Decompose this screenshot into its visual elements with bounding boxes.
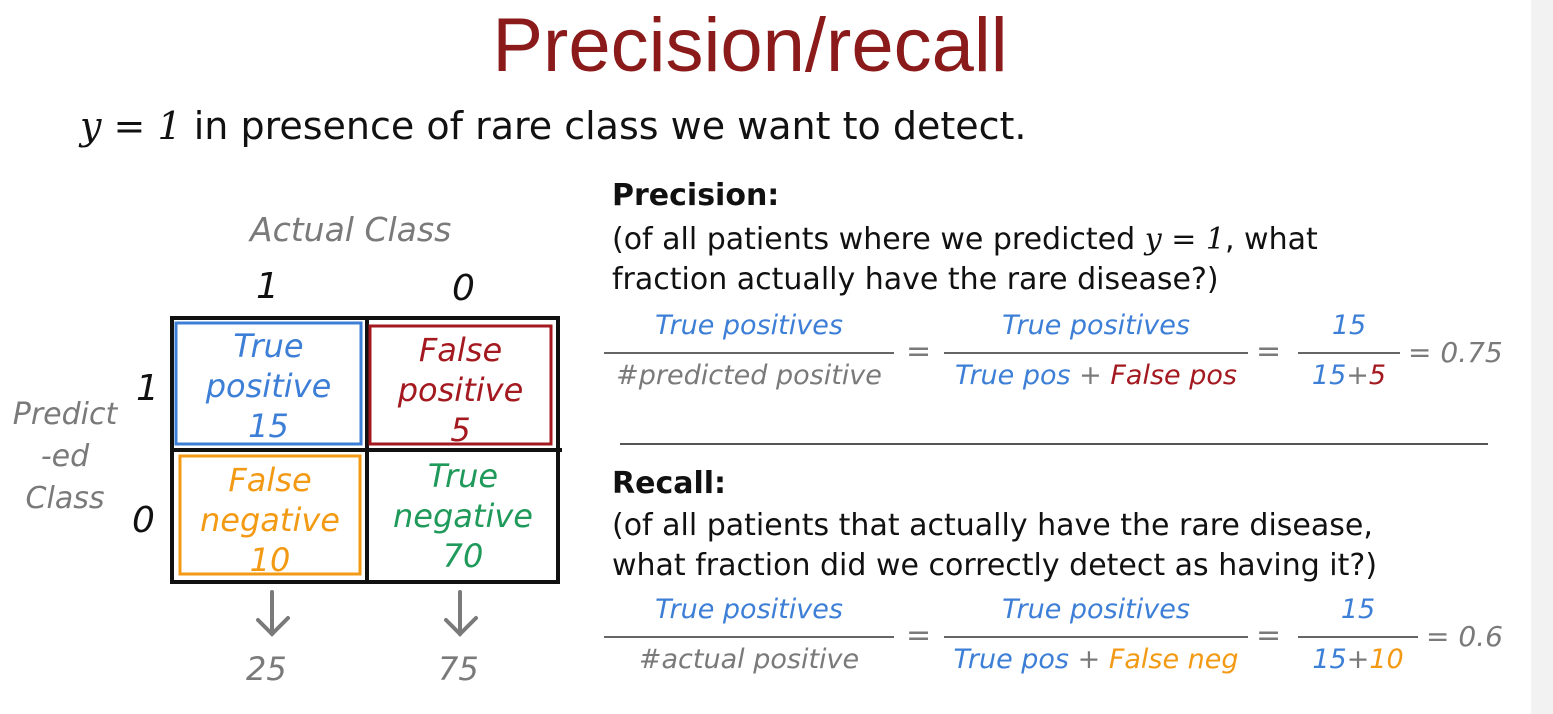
fn-box	[178, 454, 362, 576]
cell-line: negative	[200, 501, 340, 539]
predicted-label-line: Predict	[12, 397, 118, 432]
cell-value: 70	[442, 537, 484, 575]
precision-f3-denominator: 15+5	[1298, 360, 1400, 391]
arrow-down-icon	[256, 590, 290, 637]
precision-description-line2: fraction actually have the rare disease?…	[612, 262, 1219, 297]
predicted-class-label: Predict -ed Class	[0, 394, 130, 520]
text-span: False pos	[1110, 360, 1237, 391]
recall-f1-denominator: #actual positive	[638, 644, 860, 675]
recall-description-line2: what fraction did we correctly detect as…	[612, 548, 1378, 583]
cell-value: 5	[450, 411, 471, 449]
fp-box	[368, 324, 553, 446]
subtitle-math: y = 1	[80, 104, 182, 148]
precision-result: = 0.75	[1408, 336, 1503, 369]
recall-f2-numerator: True positives	[1002, 594, 1190, 625]
recall-f1-numerator: True positives	[655, 594, 843, 625]
actual-class-label: Actual Class	[250, 210, 452, 249]
equals-sign: =	[1256, 334, 1282, 369]
precision-f1-numerator: True positives	[655, 310, 843, 341]
col-header-0: 0	[452, 268, 475, 309]
fraction-bar	[1298, 352, 1400, 354]
fraction-bar	[604, 636, 894, 638]
precision-description-line1: (of all patients where we predicted y = …	[612, 220, 1318, 260]
slide-title: Precision/recall	[492, 3, 1008, 88]
text-span: , what	[1224, 222, 1318, 257]
slide-edge	[1531, 0, 1553, 714]
cell-line: False	[228, 461, 312, 499]
fraction-bar	[944, 352, 1248, 354]
predicted-label-line: -ed	[40, 439, 90, 474]
text-span: 5	[1368, 360, 1387, 391]
precision-f3-numerator: 15	[1331, 310, 1367, 341]
text-span: +	[1077, 644, 1101, 675]
recall-result: = 0.6	[1426, 620, 1503, 653]
fraction-bar	[1298, 636, 1418, 638]
cell-line: positive	[397, 371, 524, 409]
cell-value: 10	[249, 541, 291, 579]
cell-line: True	[233, 327, 304, 365]
text-span: True pos	[955, 360, 1071, 391]
equals-sign: =	[1256, 618, 1282, 653]
text-span: (of all patients where we predicted	[612, 222, 1136, 257]
cell-true-positive: True positive 15	[176, 326, 361, 446]
subtitle-text: in presence of rare class we want to det…	[193, 104, 1027, 148]
tp-box	[174, 321, 363, 446]
text-span: False neg	[1108, 644, 1239, 675]
col-header-1: 1	[256, 266, 279, 307]
precision-f1-denominator: #predicted positive	[616, 360, 882, 391]
equals-sign: =	[906, 618, 932, 653]
subtitle: y = 1 in presence of rare class we want …	[80, 104, 1026, 148]
recall-f2-denominator: True pos + False neg	[944, 644, 1248, 675]
text-span: +	[1346, 360, 1369, 391]
col-total-1: 25	[246, 650, 287, 688]
cell-line: True	[427, 457, 499, 495]
arrow-down-icon	[444, 590, 478, 637]
col-total-0: 75	[438, 650, 479, 688]
text-span: 15	[1311, 360, 1347, 391]
text-span: 10	[1369, 644, 1404, 675]
text-span: True pos	[953, 644, 1069, 675]
cell-false-positive: False positive 5	[370, 330, 551, 450]
cell-line: positive	[205, 367, 332, 405]
cell-line: False	[418, 331, 503, 369]
cell-false-negative: False negative 10	[180, 460, 360, 580]
recall-f3-denominator: 15+10	[1298, 644, 1418, 675]
recall-description-line1: (of all patients that actually have the …	[612, 508, 1373, 543]
math-span: y = 1	[1144, 222, 1225, 257]
recall-heading: Recall:	[612, 466, 727, 501]
precision-heading: Precision:	[612, 178, 780, 213]
row-header-0: 0	[132, 500, 155, 541]
cell-line: negative	[393, 497, 533, 535]
equals-sign: =	[906, 334, 932, 369]
cell-true-negative: True negative 70	[370, 456, 556, 576]
precision-f2-denominator: True pos + False pos	[944, 360, 1248, 391]
recall-f3-numerator: 15	[1340, 594, 1376, 625]
text-span: 15	[1312, 644, 1347, 675]
precision-f2-numerator: True positives	[1002, 310, 1190, 341]
cell-value: 15	[248, 407, 289, 445]
row-header-1: 1	[136, 368, 159, 409]
text-span: +	[1079, 360, 1102, 391]
fraction-bar	[604, 352, 894, 354]
predicted-label-line: Class	[25, 481, 105, 516]
fraction-bar	[944, 636, 1248, 638]
text-span: +	[1346, 644, 1370, 675]
